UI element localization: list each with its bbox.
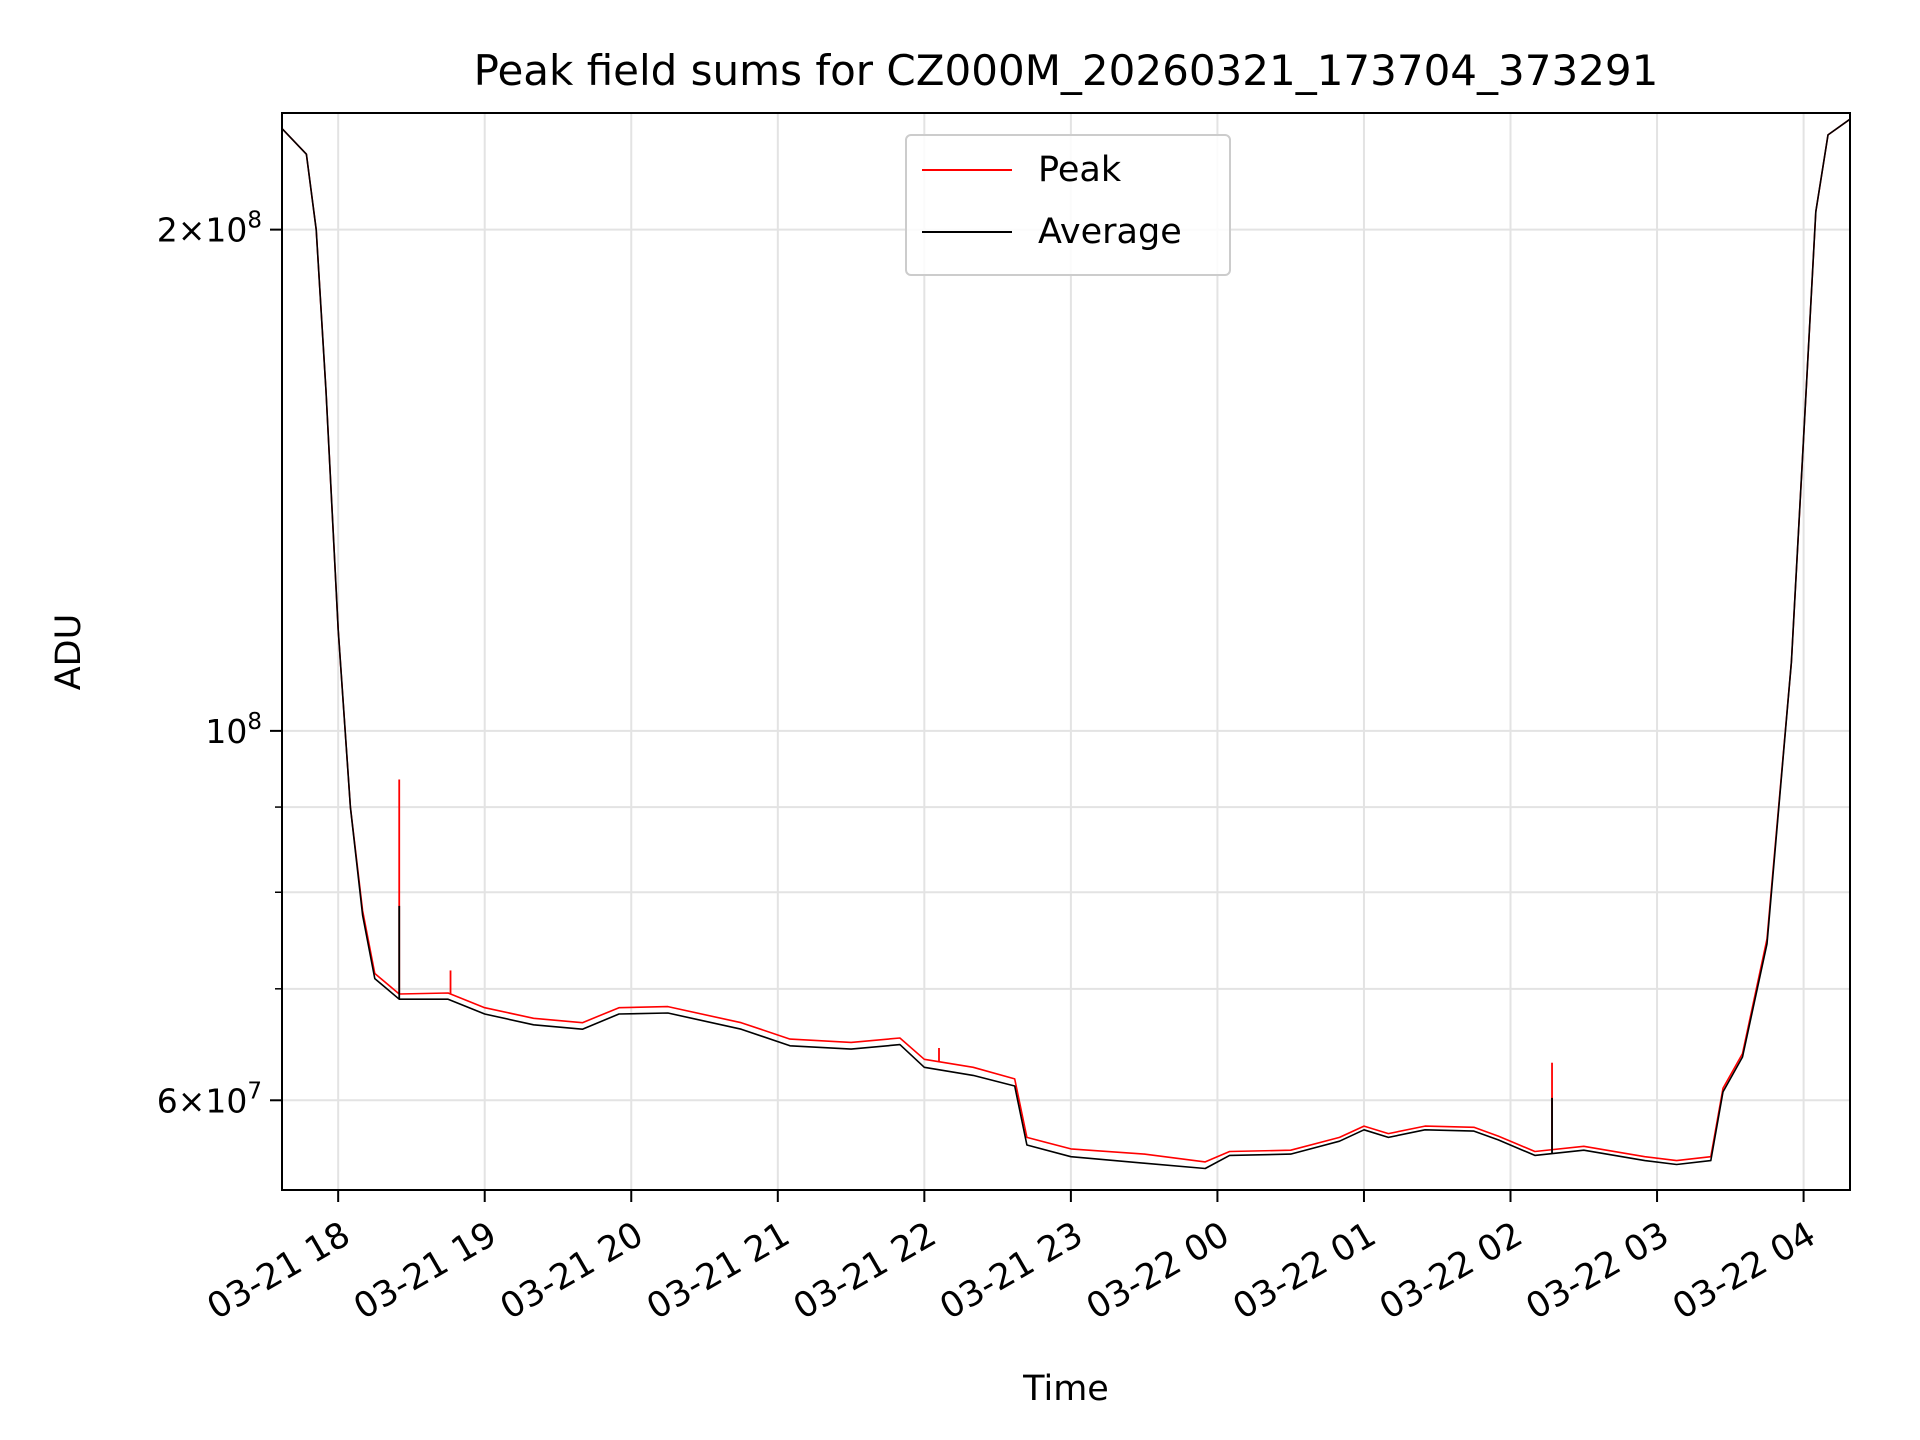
legend-item-average: Average [907,212,1229,252]
y-tick-label: 6×107 [157,1078,262,1120]
legend-label: Peak [1038,150,1122,190]
series-line-average [281,118,1851,1170]
y-axis: 2×108 108 6×107 [157,208,282,1120]
legend-item-peak: Peak [907,150,1229,190]
chart-title: Peak field sums for CZ000M_20260321_1737… [474,46,1659,95]
x-axis-label: Time [1022,1369,1109,1409]
y-tick-label: 2×108 [157,208,262,250]
legend-swatch [922,169,1012,171]
series-layer [281,118,1851,1170]
legend-label: Average [1038,212,1182,252]
y-axis-label: ADU [49,614,89,691]
legend: Peak Average [905,134,1231,276]
y-tick-label: 108 [205,709,262,751]
plot-frame [281,112,1851,1191]
legend-swatch [922,231,1012,233]
